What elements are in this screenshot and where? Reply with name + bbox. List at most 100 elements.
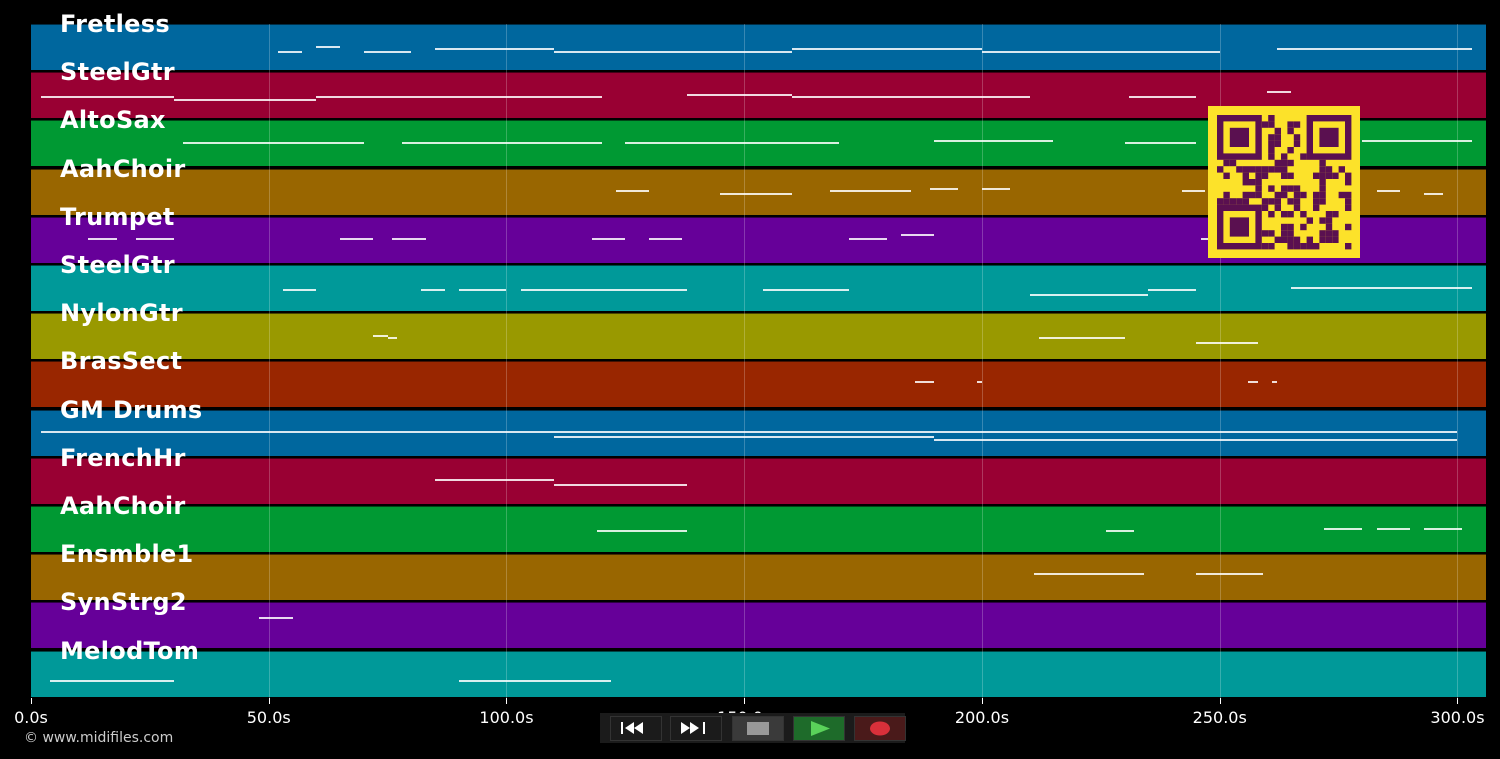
gridline [744,24,746,698]
note-mark [615,190,650,192]
note-mark [981,188,1011,190]
note-mark [554,484,688,486]
note-mark [1029,294,1149,296]
note-mark [520,289,602,291]
track-lane[interactable] [31,506,1486,552]
gridline [1457,24,1459,698]
note-mark [981,51,1220,53]
track-lane[interactable] [31,651,1486,697]
note-mark [1034,573,1144,575]
note-mark [387,337,398,339]
axis-tick [981,698,983,704]
note-mark [363,51,412,53]
track-lane[interactable] [31,361,1486,407]
note-mark [401,142,602,144]
note-mark [1267,91,1292,93]
note-mark [1181,190,1206,192]
note-mark [915,381,935,383]
note-mark [1200,238,1215,240]
track-lane[interactable] [31,458,1486,504]
axis-tick [744,698,746,704]
note-mark [763,289,849,291]
play-button[interactable] [793,716,845,741]
note-mark [687,94,792,96]
note-mark [1272,381,1277,383]
track-label: MelodTom [60,637,200,665]
track-label: SteelGtr [60,58,175,86]
axis-tick-label: 50.0s [246,708,291,727]
gridline [506,24,508,698]
track-lane[interactable] [31,265,1486,311]
axis-tick-label: 200.0s [954,708,1010,727]
track-label: AahChoir [60,492,186,520]
axis-tick [506,698,508,704]
note-mark [1105,530,1135,532]
note-mark [1291,287,1472,289]
note-mark [1424,528,1463,530]
note-mark [554,436,935,438]
track-lane[interactable] [31,313,1486,359]
note-mark [40,96,174,98]
note-mark [458,680,612,682]
track-label: Trumpet [60,203,175,231]
note-mark [435,479,555,481]
note-mark [601,289,688,291]
note-mark [278,51,303,53]
gridline [981,24,983,698]
note-mark [625,142,840,144]
track-lane[interactable] [31,602,1486,648]
axis-tick-label: 300.0s [1430,708,1485,727]
axis-tick [1457,698,1459,704]
note-mark [88,238,117,240]
stop-icon [747,722,769,735]
axis-tick-label: 250.0s [1192,708,1247,727]
fast-forward-button[interactable] [670,716,722,741]
note-mark [373,335,388,337]
note-mark [934,140,1054,142]
play-icon [811,721,830,736]
track-label: AahChoir [60,155,186,183]
track-label: NylonGtr [60,299,183,327]
transport-controls [600,713,906,743]
note-mark [1324,528,1363,530]
rewind-button[interactable] [610,716,662,741]
gridline [1219,24,1221,698]
note-mark [1376,528,1410,530]
stop-button[interactable] [732,716,784,741]
track-label: SteelGtr [60,251,175,279]
track-label: BrasSect [60,347,183,375]
note-mark [340,238,374,240]
note-mark [1362,140,1472,142]
note-mark [183,142,364,144]
axis-tick [31,698,32,704]
record-button[interactable] [854,716,906,741]
track-lane[interactable] [31,24,1486,70]
note-mark [458,289,507,291]
note-mark [135,238,174,240]
track-lane[interactable] [31,554,1486,600]
note-mark [1276,48,1472,50]
track-lane[interactable] [31,410,1486,456]
track-label: GM Drums [60,396,203,424]
track-label: Fretless [60,10,170,38]
fast-forward-icon [681,722,705,734]
note-mark [649,238,683,240]
note-mark [554,51,792,53]
note-mark [848,238,887,240]
note-mark [934,439,1458,441]
record-icon [870,721,890,736]
note-mark [435,48,555,50]
axis-tick [1219,698,1221,704]
note-mark [791,96,1030,98]
note-mark [829,190,911,192]
note-mark [1195,342,1258,344]
note-mark [977,381,982,383]
track-label: AltoSax [60,106,166,134]
gridline [268,24,270,698]
note-mark [50,680,174,682]
note-mark [1148,289,1196,291]
qr-code-icon [1208,106,1360,258]
note-mark [316,96,602,98]
note-mark [1039,337,1125,339]
note-mark [40,431,1458,433]
